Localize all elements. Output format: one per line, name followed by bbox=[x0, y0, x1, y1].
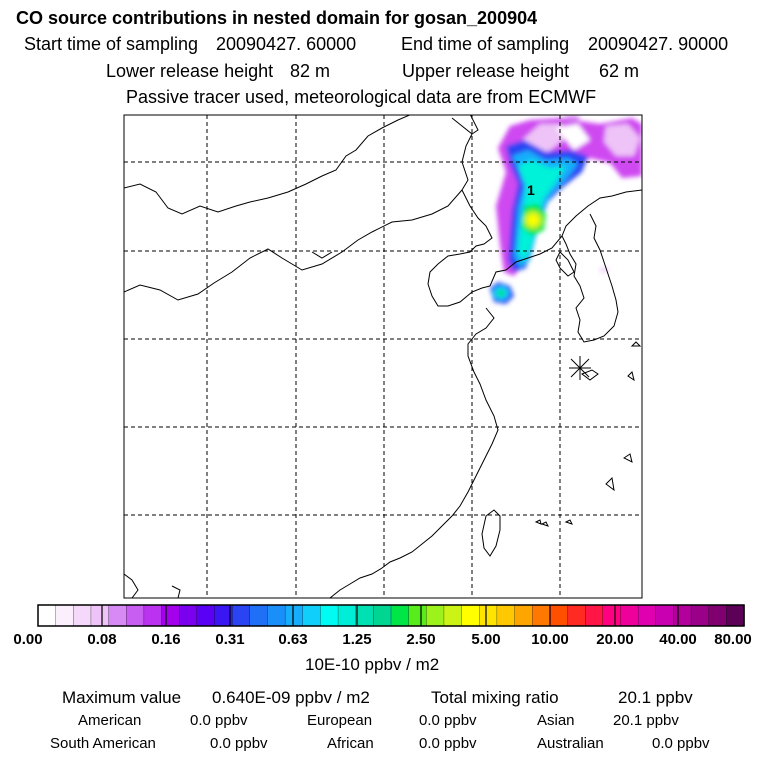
max-value: 0.640E-09 ppbv / m2 bbox=[212, 688, 370, 707]
colorbar-cell bbox=[426, 604, 445, 627]
colorbar-major-dividers bbox=[101, 605, 679, 626]
colorbar-tick-10: 40.00 bbox=[659, 631, 697, 648]
region-south-american-value: 0.0 ppbv bbox=[210, 735, 268, 752]
tracer-note: Passive tracer used, meteorological data… bbox=[126, 87, 597, 107]
colorbar-cell bbox=[690, 604, 710, 627]
colorbar-cell bbox=[73, 604, 92, 627]
max-value-label: Maximum value bbox=[62, 688, 182, 707]
colorbar-cell bbox=[37, 604, 57, 627]
colorbar-cell bbox=[443, 604, 463, 627]
colorbar-tick-5: 1.25 bbox=[342, 631, 372, 648]
region-european-value: 0.0 ppbv bbox=[419, 712, 477, 729]
colorbar-cell bbox=[390, 604, 410, 627]
total-mixing-value: 20.1 ppbv bbox=[618, 688, 693, 707]
colorbar-tick-1: 0.08 bbox=[87, 631, 117, 648]
upper-release-value: 62 m bbox=[599, 61, 640, 81]
region-african-value: 0.0 ppbv bbox=[419, 735, 477, 752]
region-south-american-label: South American bbox=[50, 735, 156, 752]
colorbar-cell bbox=[373, 604, 392, 627]
region-european-label: European bbox=[307, 712, 373, 729]
colorbar-cell bbox=[585, 604, 604, 627]
colorbar-cell bbox=[496, 604, 516, 627]
colorbar-cell bbox=[231, 604, 251, 627]
colorbar-cell bbox=[549, 604, 569, 627]
colorbar bbox=[37, 604, 745, 627]
colorbar-tick-3: 0.31 bbox=[215, 631, 245, 648]
colorbar-units: 10E-10 ppbv / m2 bbox=[305, 655, 440, 674]
colorbar-cell bbox=[320, 604, 339, 627]
colorbar-cell bbox=[532, 604, 551, 627]
colorbar-cell bbox=[196, 604, 216, 627]
colorbar-tick-8: 10.00 bbox=[531, 631, 569, 648]
coastlines bbox=[124, 115, 642, 598]
map-frame bbox=[123, 114, 643, 599]
colorbar-tick-4: 0.63 bbox=[278, 631, 308, 648]
colorbar-cell bbox=[143, 604, 163, 627]
colorbar-cell bbox=[602, 604, 622, 627]
region-african-label: African bbox=[327, 735, 374, 752]
upper-release-label: Upper release height bbox=[402, 61, 570, 81]
colorbar-cell bbox=[514, 604, 533, 627]
colorbar-frame bbox=[37, 604, 745, 627]
site-marker-label: 1 bbox=[527, 182, 535, 198]
colorbar-cell bbox=[284, 604, 304, 627]
receptor-star-marker bbox=[569, 356, 591, 380]
colorbar-cell bbox=[355, 604, 375, 627]
colorbar-tick-7: 5.00 bbox=[471, 631, 501, 648]
colorbar-cell bbox=[408, 604, 427, 627]
lower-release-label: Lower release height bbox=[106, 61, 274, 81]
map-panel: 1 bbox=[123, 114, 643, 599]
colorbar-cell bbox=[708, 604, 728, 627]
region-american-label: American bbox=[78, 712, 142, 729]
region-asian-label: Asian bbox=[537, 712, 575, 729]
colorbar-cell bbox=[126, 604, 145, 627]
colorbar-tick-2: 0.16 bbox=[151, 631, 181, 648]
colorbar-cell bbox=[161, 604, 180, 627]
region-asian-value: 20.1 ppbv bbox=[613, 712, 679, 729]
colorbar-cell bbox=[55, 604, 74, 627]
region-american-value: 0.0 ppbv bbox=[190, 712, 248, 729]
plot-title: CO source contributions in nested domain… bbox=[16, 8, 538, 28]
colorbar-cell bbox=[461, 604, 480, 627]
colorbar-cell bbox=[637, 604, 657, 627]
end-time-value: 20090427. 90000 bbox=[588, 34, 729, 54]
colorbar-tick-0: 0.00 bbox=[13, 631, 43, 648]
colorbar-cell bbox=[655, 604, 675, 627]
colorbar-cell bbox=[302, 604, 322, 627]
colorbar-cell bbox=[267, 604, 286, 627]
start-time-value: 20090427. 60000 bbox=[216, 34, 357, 54]
colorbar-cell bbox=[479, 604, 498, 627]
total-mixing-label: Total mixing ratio bbox=[431, 688, 559, 707]
colorbar-cell bbox=[673, 604, 692, 627]
colorbar-tick-11: 80.00 bbox=[714, 631, 752, 648]
lat-lon-grid bbox=[124, 115, 642, 598]
colorbar-cell bbox=[567, 604, 586, 627]
colorbar-cell bbox=[726, 604, 745, 627]
region-australian-value: 0.0 ppbv bbox=[652, 735, 710, 752]
colorbar-cells bbox=[37, 604, 745, 627]
colorbar-cell bbox=[179, 604, 198, 627]
colorbar-cell bbox=[90, 604, 110, 627]
end-time-label: End time of sampling bbox=[401, 34, 570, 54]
colorbar-cell bbox=[337, 604, 357, 627]
colorbar-cell bbox=[620, 604, 639, 627]
concentration-plume bbox=[490, 115, 642, 304]
colorbar-tick-9: 20.00 bbox=[596, 631, 634, 648]
colorbar-cell bbox=[249, 604, 269, 627]
colorbar-tick-6: 2.50 bbox=[406, 631, 436, 648]
lower-release-value: 82 m bbox=[290, 61, 331, 81]
region-australian-label: Australian bbox=[537, 735, 604, 752]
colorbar-cell bbox=[108, 604, 127, 627]
start-time-label: Start time of sampling bbox=[24, 34, 199, 54]
